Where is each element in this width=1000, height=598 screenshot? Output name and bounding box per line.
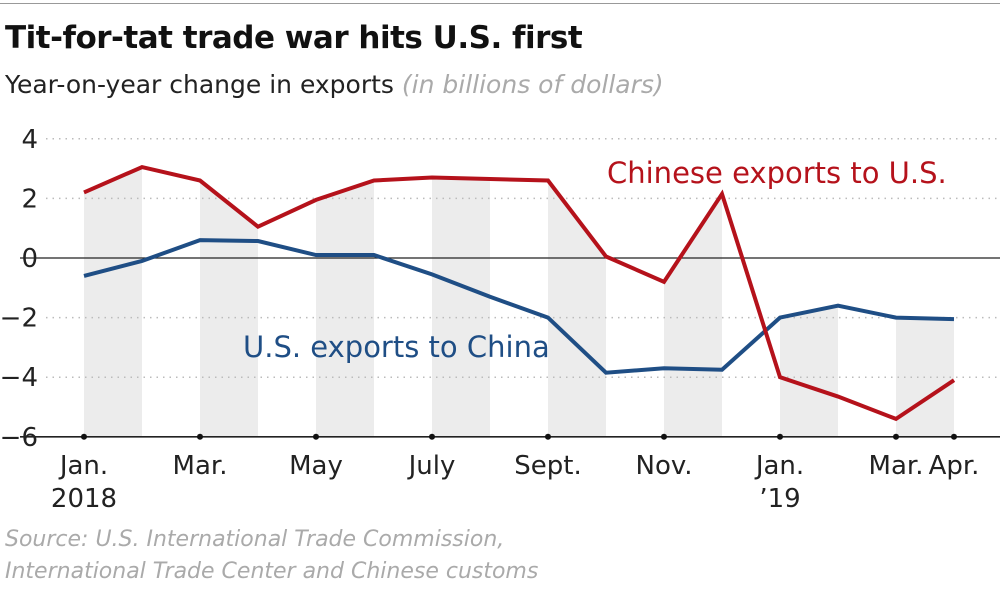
source-note: Source: U.S. International Trade Commiss…: [5, 524, 538, 588]
source-line-2: International Trade Center and Chinese c…: [5, 559, 539, 584]
x-tick-year: 2018: [51, 484, 117, 514]
source-line-1: Source: U.S. International Trade Commiss…: [5, 527, 505, 552]
x-tick-dot: [545, 433, 551, 440]
series-label-us-exports: U.S. exports to China: [243, 330, 550, 364]
x-tick-dot: [197, 433, 203, 440]
y-tick-label: 2: [21, 184, 38, 214]
band-2018-11: [664, 193, 722, 437]
series-line-us-exports: [83, 238, 955, 375]
y-tick-label: 0: [21, 244, 38, 274]
band-2018-07: [432, 177, 490, 437]
series-label-chinese-exports: Chinese exports to U.S.: [607, 156, 947, 190]
band-2018-05: [316, 180, 374, 437]
top-rule: [0, 3, 1000, 4]
x-tick-dot: [429, 433, 435, 440]
x-tick-label: Apr.: [929, 451, 980, 481]
x-tick-label: May: [289, 451, 343, 481]
x-tick-dot: [313, 433, 319, 440]
y-tick-label: −4: [0, 363, 38, 393]
x-tick-label: Mar.: [869, 451, 924, 481]
unit-label: (in billions of dollars): [401, 70, 664, 99]
x-tick-dot: [893, 433, 899, 440]
band-2018-03: [200, 180, 258, 437]
y-tick-label: −2: [0, 304, 38, 334]
band-2019-01: [780, 305, 838, 437]
y-tick-label: 4: [21, 125, 38, 155]
x-tick-label: Sept.: [514, 451, 581, 481]
band-2018-01: [84, 167, 142, 437]
series-line-chinese-exports: [83, 165, 956, 422]
chart-title: Tit-for-tat trade war hits U.S. first: [5, 20, 583, 56]
x-tick-year: ’19: [759, 484, 800, 514]
x-tick-label: Mar.: [173, 451, 228, 481]
x-tick-dot: [777, 433, 783, 440]
x-tick-label: Jan.: [58, 451, 108, 481]
subtitle-text: Year-on-year change in exports: [5, 70, 394, 99]
y-tick-label: −6: [0, 423, 38, 453]
x-tick-label: Jan.: [754, 451, 804, 481]
band-2018-09: [548, 180, 606, 437]
x-tick-label: Nov.: [636, 451, 693, 481]
x-tick-dot: [951, 433, 957, 440]
x-tick-label: July: [407, 451, 456, 481]
x-tick-dot: [661, 433, 667, 440]
x-tick-dot: [81, 433, 87, 440]
chart-subtitle: Year-on-year change in exports (in billi…: [5, 70, 664, 99]
